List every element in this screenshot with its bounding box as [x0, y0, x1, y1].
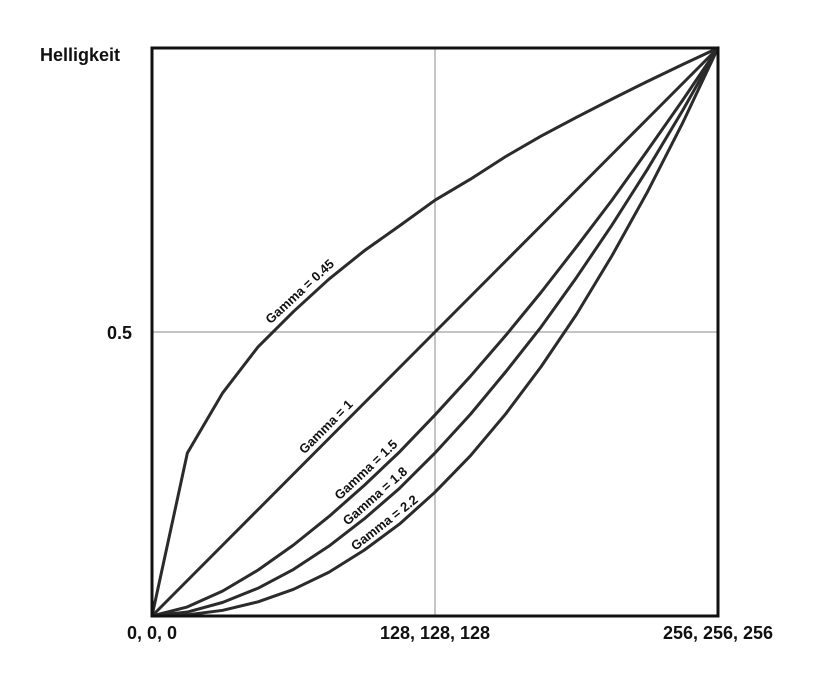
plot-frame — [150, 46, 720, 618]
curve-gamma-0 — [150, 46, 720, 618]
y-axis-label: Helligkeit — [40, 45, 120, 65]
tick-labels: 0, 0, 0 128, 128, 128 256, 256, 256 0.5 — [107, 323, 773, 643]
curve-label-0: Gamma = 0.45 — [262, 256, 337, 327]
x-tick-label-0: 0, 0, 0 — [127, 623, 177, 643]
curve-label-1: Gamma = 1 — [296, 397, 356, 457]
curve-gamma-1 — [150, 46, 720, 618]
curve-gamma-3 — [150, 46, 720, 618]
gamma-curves — [150, 46, 720, 618]
x-tick-label-2: 256, 256, 256 — [663, 623, 773, 643]
curve-gamma-4 — [150, 46, 720, 618]
curve-gamma-2 — [150, 46, 720, 618]
y-tick-label-0: 0.5 — [107, 323, 132, 343]
x-tick-label-1: 128, 128, 128 — [380, 623, 490, 643]
